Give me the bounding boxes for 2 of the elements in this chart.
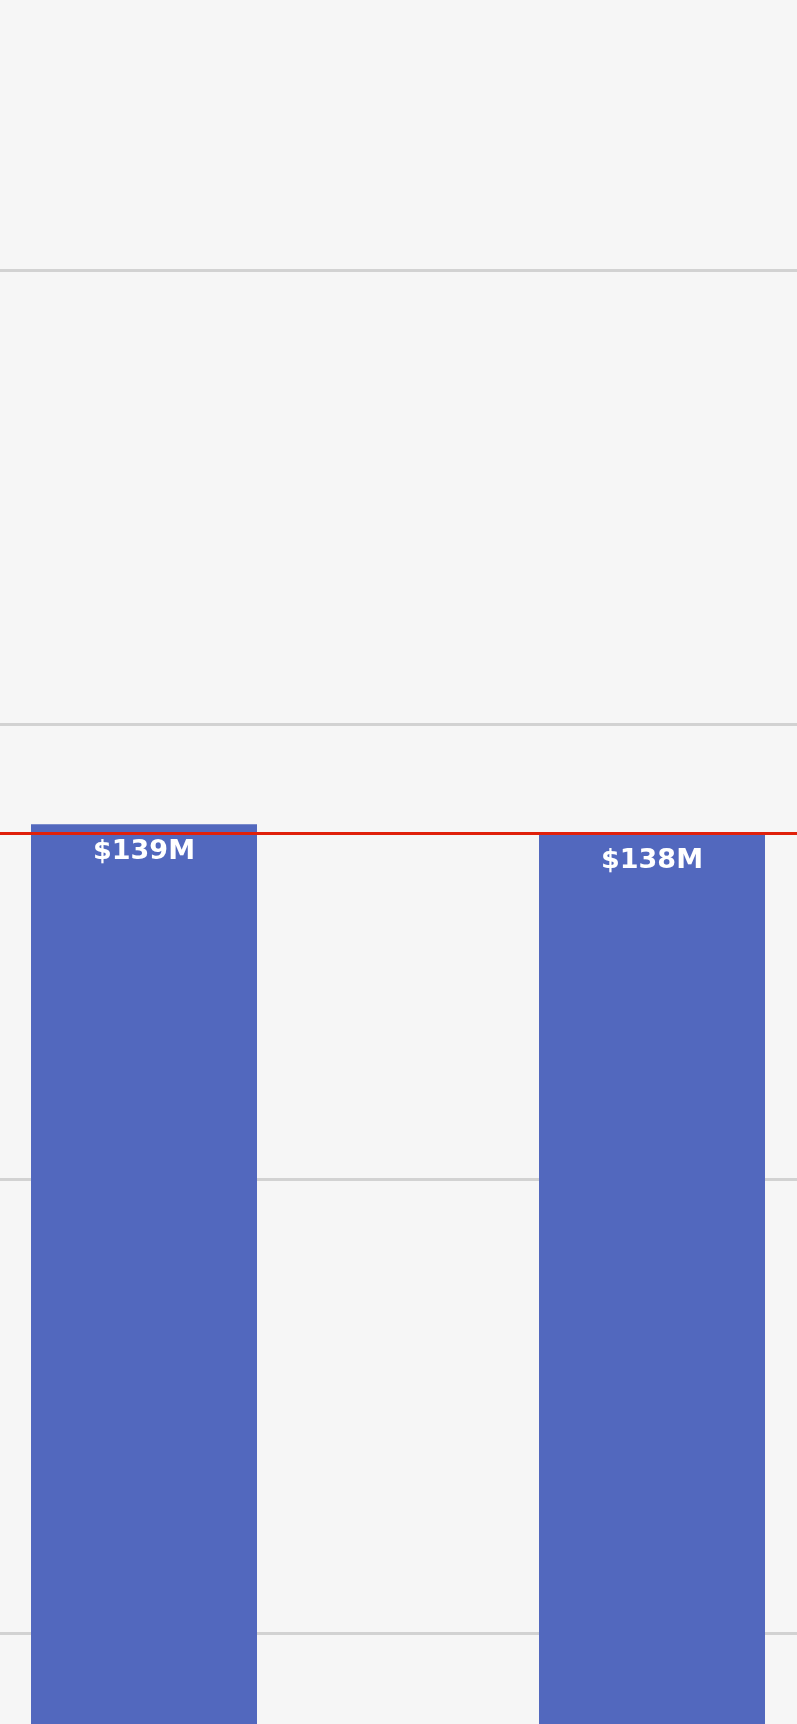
data-label: $138M [600, 843, 704, 875]
data-label: $139M [92, 834, 196, 866]
